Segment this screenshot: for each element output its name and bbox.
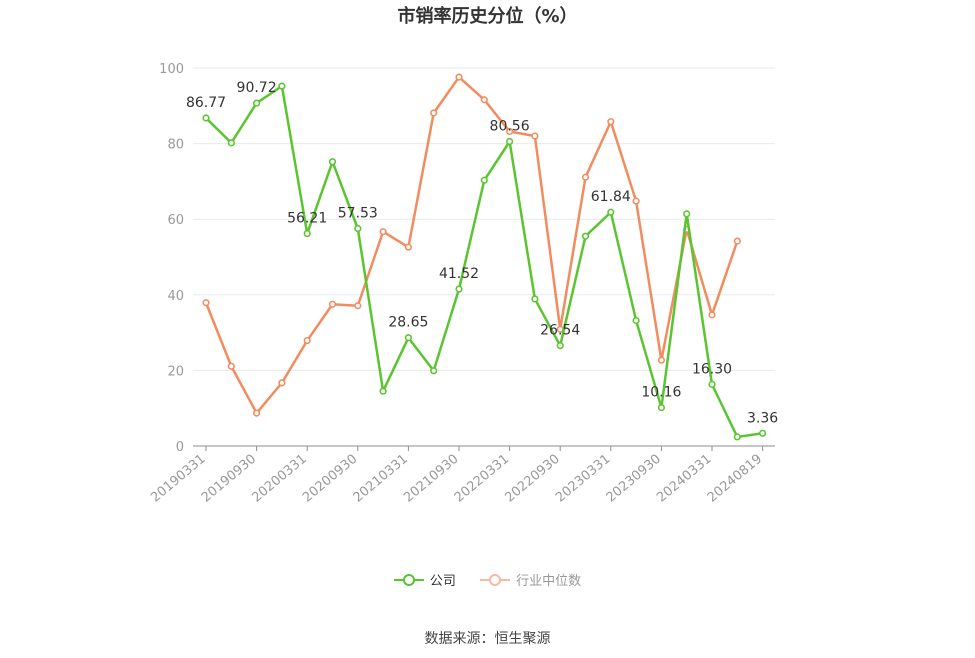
legend-label-company: 公司: [429, 574, 456, 589]
data-label: 61.84: [591, 189, 631, 205]
data-point: [253, 99, 261, 107]
data-point: [303, 229, 311, 238]
data-label: 41.52: [439, 266, 479, 282]
data-point: [328, 158, 337, 166]
x-tick-label: 20220930: [502, 452, 562, 506]
data-point: [354, 302, 362, 310]
data-label: 86.77: [186, 95, 226, 111]
data-point: [708, 311, 716, 319]
data-point: [632, 316, 640, 325]
x-tick-label: 20190331: [148, 452, 208, 506]
data-point: [354, 224, 362, 233]
data-point: [253, 409, 261, 417]
y-tick-label: 100: [159, 62, 184, 77]
data-label: 28.65: [388, 315, 428, 331]
data-label: 90.72: [237, 80, 277, 96]
data-label: 10.16: [641, 385, 681, 401]
x-tick-label: 20230331: [553, 452, 613, 506]
data-point: [733, 237, 741, 245]
data-point: [455, 285, 463, 293]
data-point: [506, 127, 514, 136]
x-tick-label: 20210930: [401, 452, 461, 506]
data-point: [607, 118, 615, 126]
x-tick-label: 20190930: [199, 452, 259, 506]
x-tick-label: 20200331: [249, 452, 309, 506]
y-tick-label: 80: [167, 138, 184, 153]
data-point: [202, 299, 210, 307]
data-label: 56.21: [287, 211, 327, 227]
x-axis: 2019033120190930202003312020093020210331…: [148, 445, 775, 506]
data-label: 57.53: [338, 206, 378, 222]
legend-line-icon: [480, 573, 511, 586]
data-point: [379, 387, 387, 395]
data-point: [430, 109, 438, 117]
data-point: [758, 429, 767, 437]
data-point: [328, 300, 337, 308]
data-point: [531, 295, 539, 303]
data-point: [581, 173, 590, 181]
data-point: [657, 403, 666, 412]
data-point: [202, 114, 210, 122]
data-point: [227, 362, 235, 370]
data-point: [278, 379, 286, 387]
data-label: 3.36: [747, 410, 778, 426]
data-point: [227, 139, 235, 147]
data-point: [404, 334, 413, 342]
data-point: [455, 73, 463, 81]
data-label: 80.56: [490, 118, 530, 134]
data-point: [607, 208, 615, 216]
x-tick-label: 20230930: [604, 452, 664, 506]
x-tick-label: 20200930: [300, 452, 360, 506]
series-layer: [202, 73, 767, 441]
data-point: [430, 367, 438, 375]
data-point: [683, 210, 691, 218]
x-tick-label: 20240331: [654, 452, 714, 506]
grid-lines: [193, 67, 775, 371]
y-axis-ticks: 0 20 40 60 80 100: [159, 62, 184, 455]
y-tick-label: 40: [167, 289, 184, 304]
data-label: 16.30: [692, 361, 732, 377]
legend-line-icon: [393, 573, 424, 586]
chart-title: 市销率历史分位（%）: [397, 6, 578, 27]
data-labels: 86.77 90.72 56.21 57.53 28.65 41.52 80.56 26.54…: [186, 80, 778, 426]
data-point: [480, 96, 488, 104]
series-line: [204, 75, 739, 415]
y-tick-label: 60: [167, 213, 184, 228]
legend: 公司 行业中位数: [0, 570, 975, 591]
data-source: 数据来源：恒生聚源: [424, 631, 551, 647]
legend-item-company[interactable]: 公司: [393, 570, 456, 589]
y-tick-label: 0: [176, 440, 184, 455]
data-label: 26.54: [540, 323, 580, 339]
x-tick-label: 20220331: [452, 452, 512, 506]
data-point: [379, 228, 387, 236]
data-point: [303, 336, 311, 345]
data-point: [404, 243, 413, 251]
data-point: [531, 132, 539, 140]
data-point: [480, 176, 488, 184]
data-point: [733, 433, 741, 441]
legend-item-industry-median[interactable]: 行业中位数: [480, 570, 581, 589]
legend-label-industry-median: 行业中位数: [516, 574, 582, 589]
data-point: [581, 232, 590, 240]
x-tick-label: 20210331: [351, 452, 411, 506]
data-point: [278, 82, 286, 90]
y-tick-label: 20: [167, 364, 184, 379]
x-tick-label: 20240819: [705, 452, 765, 506]
data-point: [708, 380, 716, 388]
data-point: [556, 342, 564, 350]
data-point: [506, 137, 514, 146]
data-point: [632, 197, 640, 205]
data-point: [657, 356, 666, 364]
